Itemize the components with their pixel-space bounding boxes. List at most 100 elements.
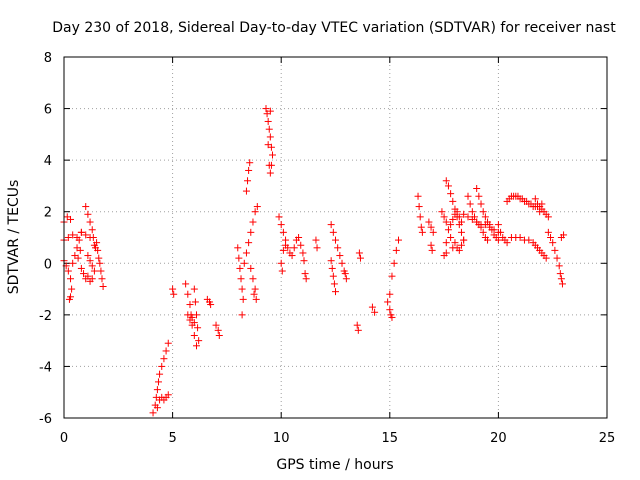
data-point (312, 236, 320, 244)
data-point (95, 254, 103, 262)
data-point (99, 282, 107, 290)
data-point (84, 210, 92, 218)
data-point (494, 221, 502, 229)
data-point (460, 236, 468, 244)
data-point (67, 275, 75, 283)
data-point (417, 223, 425, 231)
data-point (275, 213, 283, 221)
data-point (557, 275, 565, 283)
data-point (88, 226, 96, 234)
data-point (290, 244, 298, 252)
x-tick-label: 20 (490, 431, 507, 446)
data-point (69, 259, 77, 267)
data-point (299, 249, 307, 257)
data-point (238, 311, 246, 319)
data-point (301, 270, 309, 278)
grid-lines (64, 57, 607, 418)
data-point (247, 228, 255, 236)
data-point (184, 311, 192, 319)
data-point (451, 239, 459, 247)
data-point (334, 244, 342, 252)
x-tick-label: 25 (599, 431, 616, 446)
data-point (237, 275, 245, 283)
data-point (282, 241, 290, 249)
data-point (149, 409, 157, 417)
data-point (542, 254, 550, 262)
data-point (538, 200, 546, 208)
data-point (277, 221, 285, 229)
data-point (98, 275, 106, 283)
data-point (425, 218, 433, 226)
data-point (247, 264, 255, 272)
data-point (279, 246, 287, 254)
data-point (68, 285, 76, 293)
data-point (191, 298, 199, 306)
data-point (80, 270, 88, 278)
data-point (386, 306, 394, 314)
data-point (516, 234, 524, 241)
y-tick-label: -4 (39, 360, 52, 375)
y-tick-label: 8 (44, 51, 52, 66)
data-point (332, 236, 339, 244)
data-point (494, 236, 502, 244)
data-point (329, 272, 337, 280)
data-point (447, 221, 455, 229)
data-point (235, 254, 243, 262)
data-point (332, 288, 339, 296)
data-point (558, 280, 566, 288)
data-point (440, 252, 448, 260)
data-point (453, 208, 461, 216)
data-point (455, 246, 463, 254)
data-point (442, 218, 450, 226)
data-point (429, 228, 437, 236)
data-point (327, 221, 335, 229)
y-tick-label: 2 (44, 206, 52, 221)
data-point (239, 295, 247, 303)
data-point (96, 259, 104, 267)
data-point (428, 246, 436, 254)
data-point (153, 386, 161, 394)
data-point (264, 141, 272, 149)
data-point (97, 267, 105, 275)
data-point (414, 192, 422, 200)
data-point (468, 215, 476, 223)
data-point (190, 285, 198, 293)
data-point (553, 254, 561, 262)
data-point (67, 215, 75, 223)
data-point (236, 264, 244, 272)
data-point (447, 190, 455, 198)
x-tick-label: 0 (60, 431, 68, 446)
data-point (64, 267, 72, 275)
data-point (427, 223, 435, 231)
data-point (384, 298, 392, 306)
data-point (481, 213, 489, 221)
data-point (341, 270, 349, 278)
data-point (295, 234, 303, 241)
data-point (394, 236, 402, 244)
data-point (464, 213, 472, 221)
data-point (533, 203, 541, 211)
data-point (556, 270, 564, 278)
data-point (156, 370, 164, 378)
data-point (86, 257, 94, 265)
data-point (479, 228, 487, 236)
data-point (444, 226, 452, 234)
data-point (279, 228, 287, 236)
y-tick-label: 0 (44, 257, 52, 272)
data-point (536, 208, 544, 216)
data-point (427, 241, 435, 249)
data-point (457, 218, 465, 226)
data-point (234, 244, 242, 252)
data-point (466, 200, 474, 208)
chart-title: Day 230 of 2018, Sidereal Day-to-day VTE… (52, 20, 616, 36)
data-point (368, 303, 376, 311)
data-point (262, 105, 270, 113)
data-point (264, 117, 272, 125)
x-tick-label: 10 (273, 431, 290, 446)
data-point (265, 125, 273, 133)
data-point (555, 262, 563, 270)
data-point (188, 313, 196, 321)
data-point (154, 378, 162, 386)
data-point (251, 208, 259, 216)
plot-frame (63, 56, 608, 419)
